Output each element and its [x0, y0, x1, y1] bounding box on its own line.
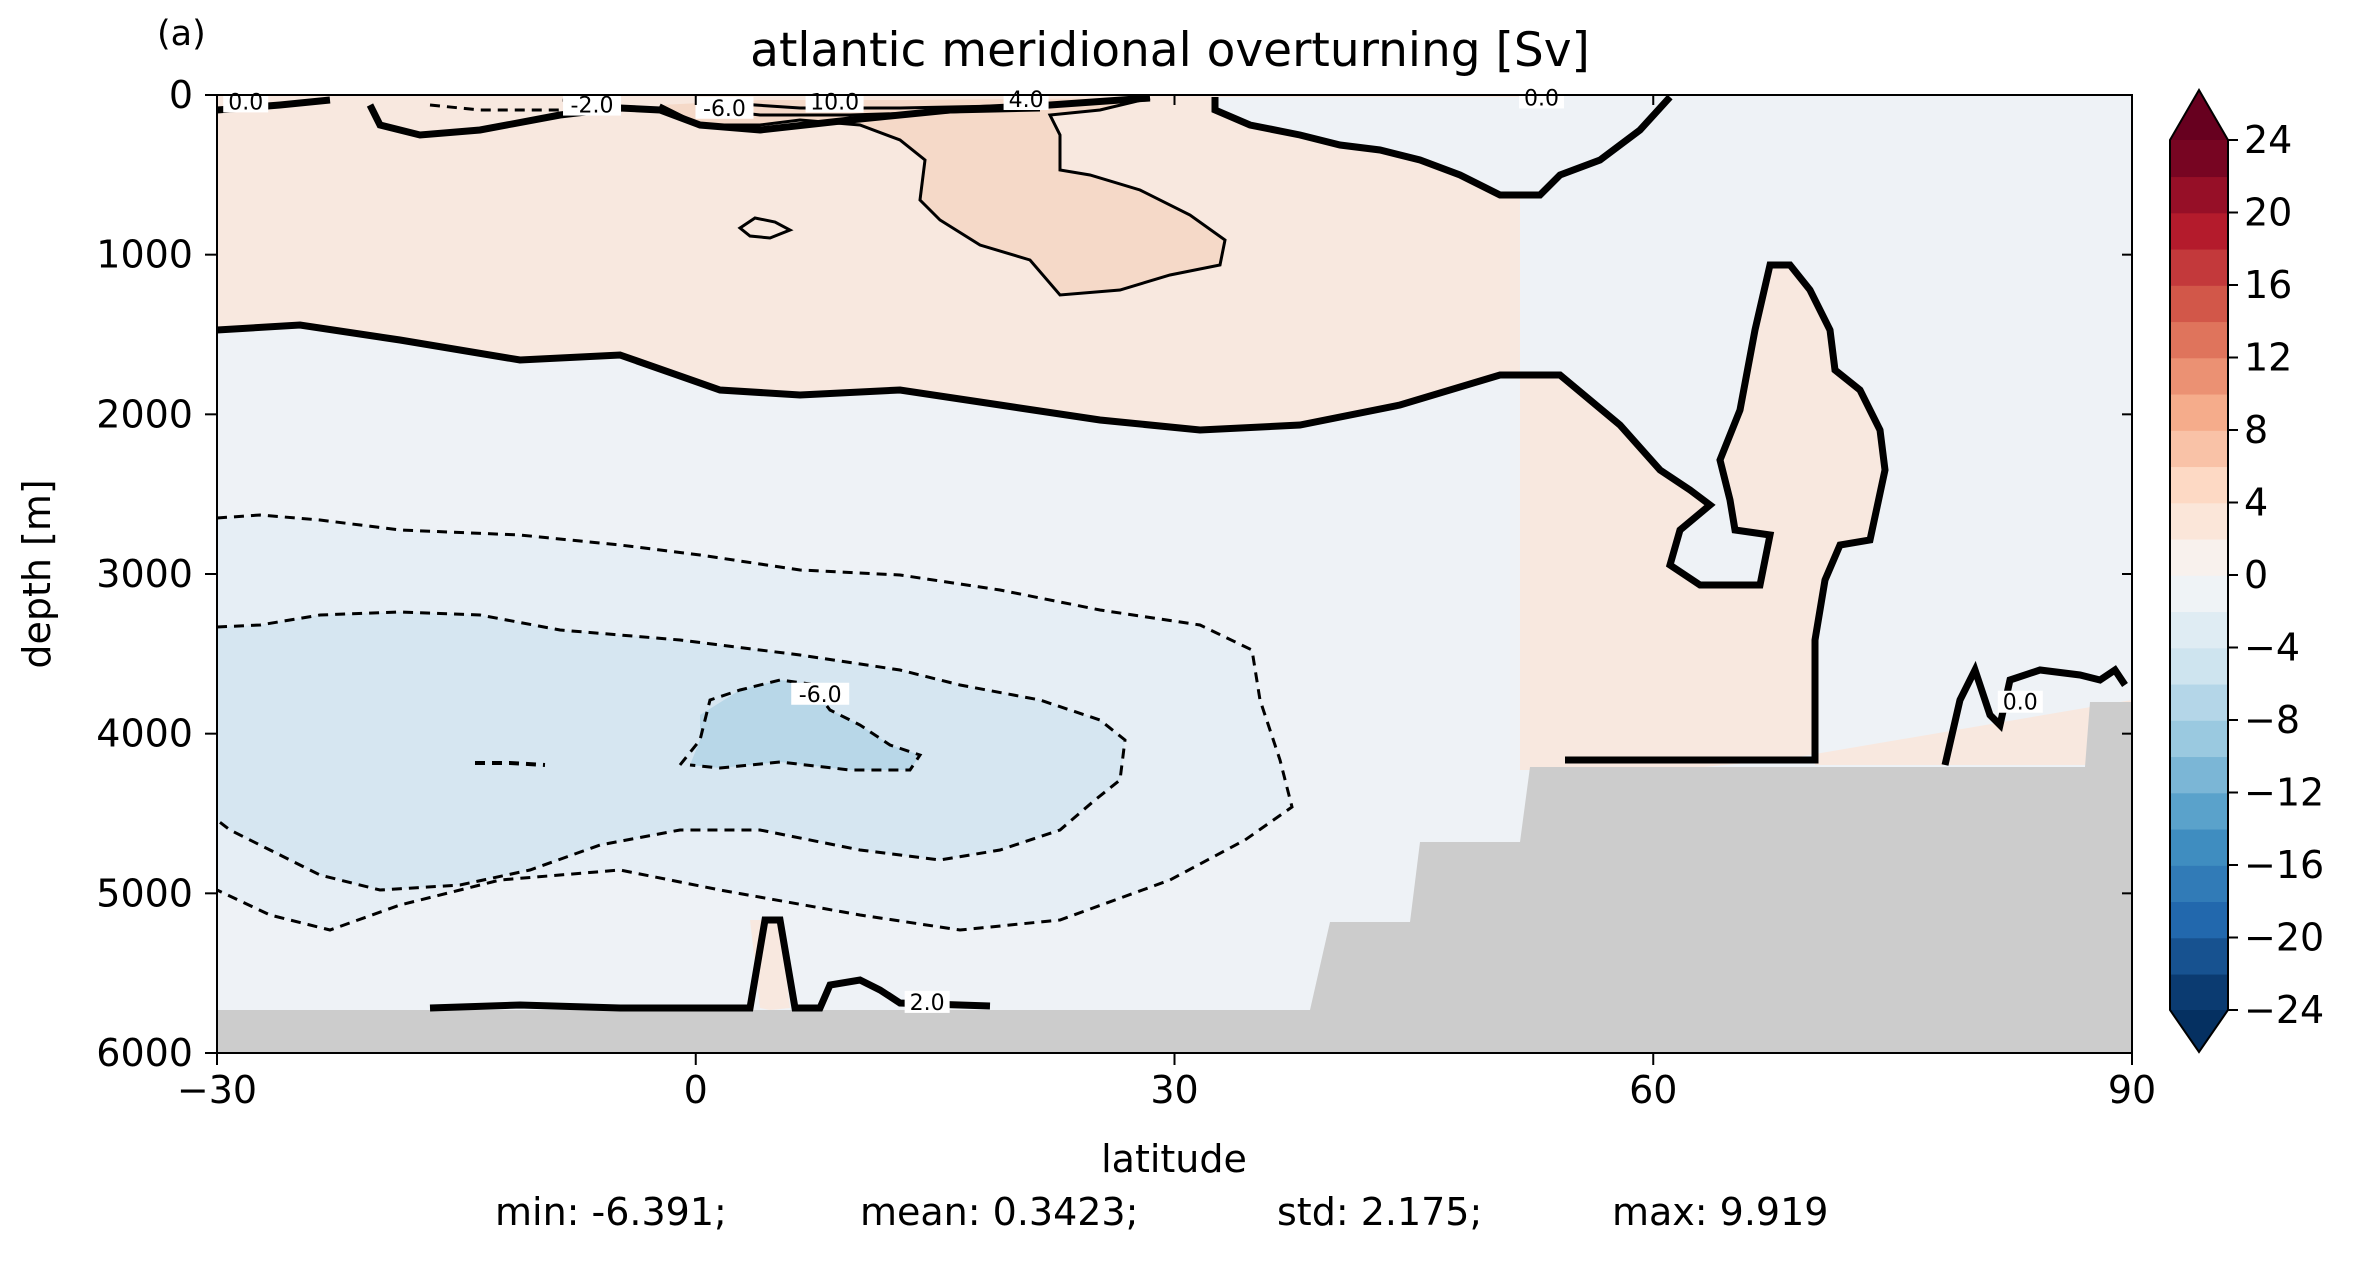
y-tick-label: 3000 [96, 552, 193, 596]
y-tick-label: 6000 [96, 1031, 193, 1075]
colorbar-extend-min [2170, 1010, 2228, 1052]
colorbar-segment [2170, 720, 2228, 758]
colorbar-segment [2170, 937, 2228, 975]
contour-zero-bottom [429, 916, 991, 1012]
contour-label: -2.0 [571, 94, 614, 119]
panel-label: (a) [157, 14, 206, 54]
colorbar-segment [2170, 538, 2228, 576]
x-tick-label: 90 [2108, 1068, 2156, 1112]
colorbar-segment [2170, 756, 2228, 794]
statistics-line: min: -6.391; mean: 0.3423; std: 2.175; m… [0, 1190, 1870, 1250]
contour-label-bg [563, 93, 622, 116]
colorbar-tick-label: −8 [2244, 698, 2300, 742]
negative-region-north-surface [1215, 97, 1670, 195]
colorbar-segment [2170, 176, 2228, 214]
colorbar-segment [2170, 973, 2228, 1011]
y-axis: depth [m] 0 1000 2000 3000 4000 5000 6000 [15, 73, 217, 1075]
colorbar-tick-label: 4 [2244, 481, 2268, 525]
colorbar-segment [2170, 393, 2228, 431]
contour-label-bg [1519, 86, 1565, 109]
colorbar-segment [2170, 792, 2228, 830]
colorbar: 24 20 16 12 8 4 0 −4 −8 −12 −16 −20 −24 [2169, 88, 2324, 1054]
contour-zero-upper [217, 261, 1889, 764]
y-tick-label: 1000 [96, 233, 193, 277]
colorbar-tick-label: 24 [2244, 118, 2292, 162]
contour-label: -6.0 [703, 97, 746, 122]
contour-label: 2.0 [910, 991, 945, 1016]
colorbar-segment [2170, 865, 2228, 903]
colorbar-segment [2170, 901, 2228, 939]
colorbar-segment [2170, 321, 2228, 359]
contour-zero-north-east [1941, 660, 2128, 766]
top-right-ticks [216, 94, 2133, 1054]
chart-title: atlantic meridional overturning [Sv] [750, 23, 1590, 78]
colorbar-segment [2170, 212, 2228, 250]
contour-negative-4 [217, 610, 1127, 892]
contour-label-bg [1003, 87, 1049, 110]
x-axis: latitude −30 0 30 60 90 [177, 1053, 2156, 1181]
contour-label-bg [1997, 690, 2043, 713]
colorbar-segment [2170, 611, 2228, 649]
x-tick-label: 30 [1150, 1068, 1198, 1112]
colorbar-tick-label: −4 [2244, 626, 2300, 670]
colorbar-segment [2170, 466, 2228, 504]
positive-region-upper [217, 95, 2132, 780]
negative-region-core [690, 680, 920, 770]
colorbar-segment [2170, 140, 2228, 178]
colorbar-tick-label: −24 [2244, 988, 2324, 1032]
y-tick-label: 4000 [96, 712, 193, 756]
x-tick-label: −30 [177, 1068, 257, 1112]
colorbar-tick-label: 12 [2244, 336, 2292, 380]
colorbar-tick-label: −12 [2244, 771, 2324, 815]
contour-label: 0.0 [2003, 691, 2038, 716]
positive-region-core [660, 98, 1225, 295]
x-tick-label: 0 [684, 1068, 708, 1112]
y-tick-label: 5000 [96, 871, 193, 915]
colorbar-tick-label: 20 [2244, 191, 2292, 235]
y-axis-label: depth [m] [15, 479, 59, 668]
contour-label: -6.0 [799, 683, 842, 708]
colorbar-segment [2170, 828, 2228, 866]
colorbar-segment [2170, 430, 2228, 468]
land-mask [217, 702, 2132, 1053]
colorbar-segment [2170, 647, 2228, 685]
colorbar-extend-max [2170, 90, 2228, 140]
stat-max: max: 9.919 [1612, 1190, 1829, 1234]
colorbar-segment [2170, 248, 2228, 286]
colorbar-tick-label: −20 [2244, 916, 2324, 960]
plot-area [217, 95, 2132, 1053]
stat-min: min: -6.391; [495, 1190, 727, 1234]
stat-mean: mean: 0.3423; [860, 1190, 1139, 1234]
colorbar-tick-label: 8 [2244, 408, 2268, 452]
negative-region-deep-mid [217, 612, 1125, 890]
contour-negative-4-isolated [475, 761, 546, 767]
colorbar-tick-label: −16 [2244, 843, 2324, 887]
contour-zero-north-surface [1211, 95, 1673, 199]
stat-std: std: 2.175; [1277, 1190, 1483, 1234]
contour-label-bg [791, 682, 850, 705]
colorbar-segment [2170, 285, 2228, 323]
colorbar-segment [2170, 575, 2228, 613]
colorbar-segment [2170, 683, 2228, 721]
contour-label-bg [695, 96, 754, 119]
y-tick-label: 2000 [96, 392, 193, 436]
contour-negative-6 [678, 678, 923, 772]
contour-label-bg [904, 990, 950, 1013]
colorbar-segment [2170, 502, 2228, 540]
y-tick-label: 0 [169, 73, 193, 117]
x-axis-label: latitude [1101, 1137, 1247, 1181]
contour-label: 0.0 [1524, 86, 1559, 111]
contour-positive-2 [659, 96, 1227, 297]
colorbar-tick-label: 0 [2244, 553, 2268, 597]
x-tick-label: 60 [1629, 1068, 1677, 1112]
colorbar-segment [2170, 357, 2228, 395]
contour-label: 4.0 [1009, 88, 1044, 113]
contour-negative-2 [217, 513, 1294, 932]
contour-positive-small [737, 216, 794, 240]
colorbar-tick-label: 16 [2244, 263, 2292, 307]
